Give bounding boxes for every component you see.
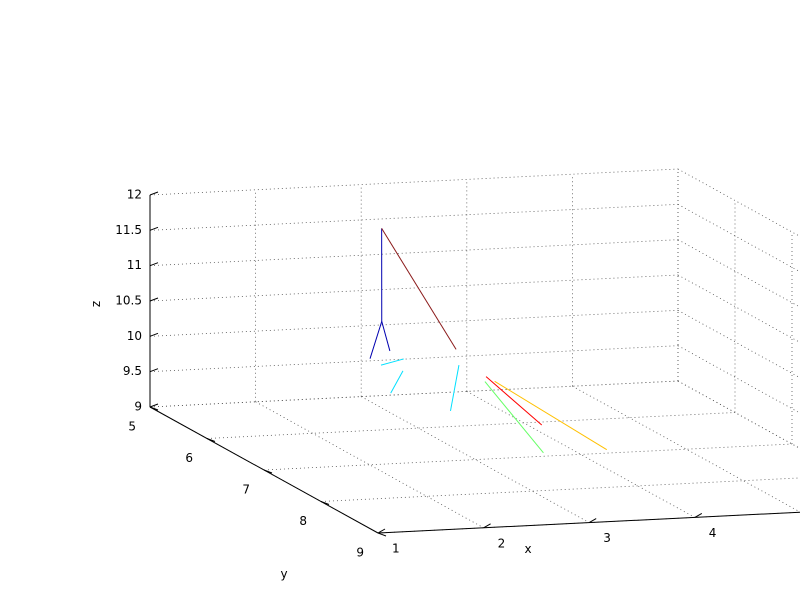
x-axis-line [377, 511, 800, 534]
series-line-3 [390, 370, 404, 394]
grid-line [149, 380, 679, 408]
x-axis-label: x [524, 542, 531, 556]
x-tick [588, 518, 597, 524]
x-tick [377, 528, 386, 534]
z-tick [149, 262, 159, 267]
z-tick-labels: 9 9.5 10 10.5 11 11.5 12 [115, 188, 159, 414]
y-tick-labels: 5 6 7 8 9 [128, 406, 387, 560]
z-tick [149, 368, 159, 373]
series-line-5 [449, 365, 460, 412]
grid-line [677, 380, 800, 449]
z-tick [149, 226, 159, 231]
data-series [369, 228, 608, 454]
grid-line [677, 345, 800, 414]
y-tick [206, 438, 216, 442]
y-tick [377, 532, 387, 537]
grid-line [677, 203, 800, 273]
y-tick [149, 406, 159, 411]
grid-line [149, 168, 679, 196]
x-tick-label: 2 [498, 536, 506, 550]
y-tick [263, 469, 273, 474]
z-tick [149, 332, 159, 337]
z-tick [149, 403, 159, 408]
z-tick-label: 11 [127, 258, 142, 272]
grid-line [466, 391, 695, 518]
grid-line [255, 401, 484, 529]
grid-line [149, 309, 679, 337]
grid-line [206, 412, 736, 439]
grid-line [263, 443, 793, 471]
grid-line [149, 239, 679, 267]
z-tick-label: 9 [134, 400, 142, 414]
grid-line [320, 477, 800, 502]
y-tick-label: 8 [299, 514, 307, 528]
z-tick-label: 11.5 [115, 223, 142, 237]
x-tick-label: 1 [392, 542, 400, 556]
grid-line [149, 203, 679, 231]
grid-line [677, 380, 800, 449]
z-tick-label: 9.5 [123, 364, 142, 378]
x-tick [483, 523, 491, 529]
series-line-1 [381, 321, 391, 352]
x-tick-label: 3 [603, 531, 611, 545]
series-line-2 [381, 228, 457, 350]
grid-line [677, 274, 800, 343]
series-line-6 [484, 381, 544, 454]
z-tick-label: 10 [127, 329, 142, 343]
z-tick-label: 12 [127, 188, 142, 202]
grid-line [677, 239, 800, 308]
y-tick [320, 501, 330, 505]
grid-lines [149, 168, 800, 534]
x-tick [694, 512, 703, 518]
z-tick [149, 297, 159, 302]
series-line-7 [494, 380, 608, 451]
grid-line [677, 309, 800, 379]
y-axis-label: y [280, 567, 287, 581]
grid-line [149, 345, 679, 373]
y-tick-label: 9 [356, 546, 364, 560]
grid-line [149, 274, 679, 302]
series-line-4 [380, 358, 404, 366]
y-tick-label: 5 [128, 420, 136, 434]
grid-line [677, 168, 800, 237]
grid-line [361, 396, 590, 523]
y-tick-label: 7 [242, 483, 250, 497]
z-tick-label: 10.5 [115, 294, 142, 308]
series-line-0 [369, 228, 383, 359]
grid-line [377, 511, 800, 534]
x-tick-label: 4 [709, 526, 717, 540]
z-tick [149, 191, 159, 196]
z-axis-label: z [89, 301, 103, 307]
y-tick-label: 6 [185, 451, 193, 465]
series-line-8 [485, 376, 543, 426]
